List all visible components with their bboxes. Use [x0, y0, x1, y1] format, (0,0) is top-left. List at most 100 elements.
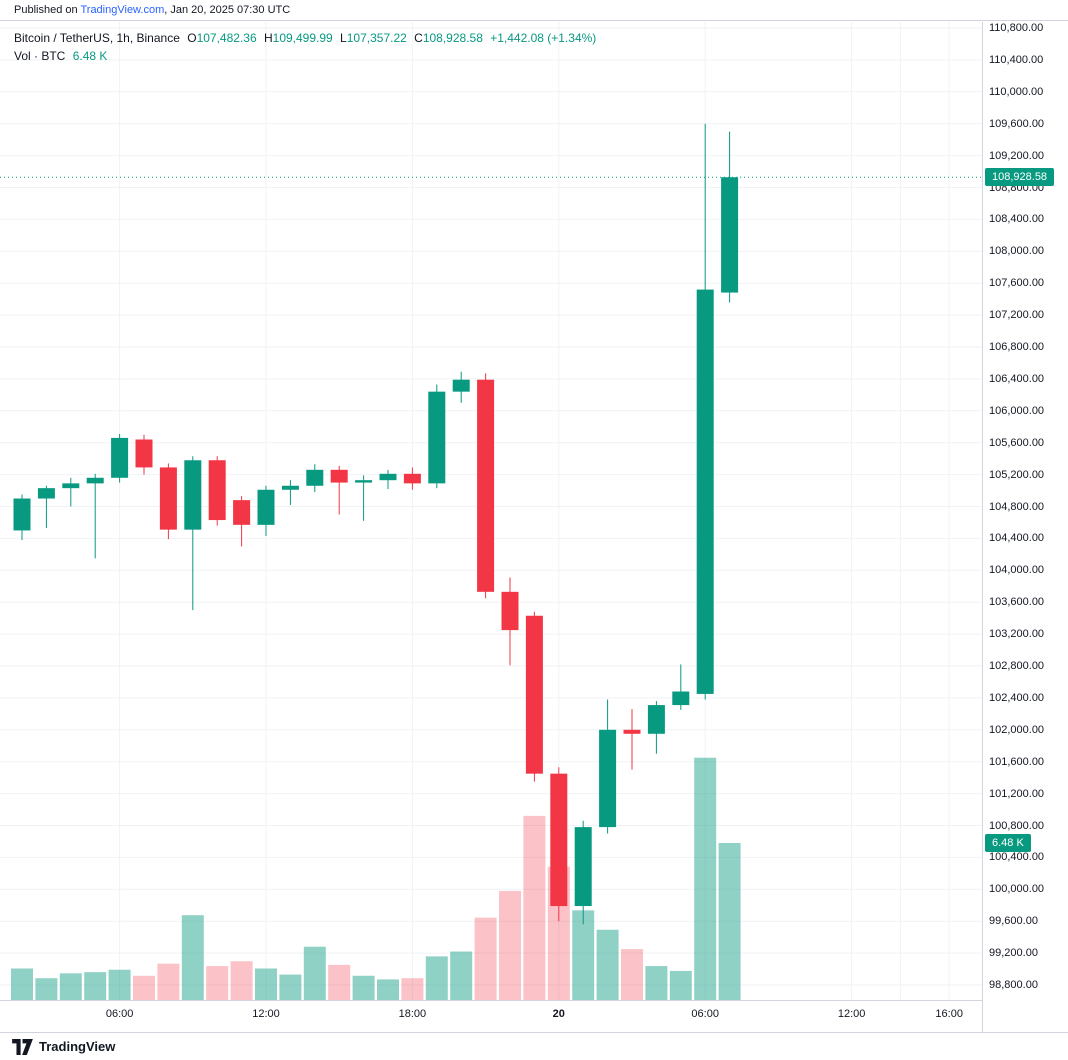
volume-bar [401, 978, 424, 1000]
chart-area: Bitcoin / TetherUS, 1h, Binance O107,482… [0, 22, 982, 1000]
candle-body [62, 483, 80, 489]
volume-bar [303, 946, 326, 1000]
price-axis-label: 110,400.00 [989, 53, 1044, 66]
volume-bar [572, 910, 595, 1000]
ohlc-open: O107,482.36 [187, 31, 257, 45]
candle-body [111, 437, 129, 478]
published-prefix: Published on [14, 4, 81, 16]
time-axis-label: 18:00 [398, 1008, 427, 1020]
candle-body [477, 379, 495, 592]
candle-body [550, 773, 568, 907]
candle-body [574, 827, 592, 907]
ohlc-close: C108,928.58 [414, 31, 483, 45]
price-axis-label: 101,600.00 [989, 755, 1045, 768]
price-axis-label: 102,400.00 [989, 691, 1045, 704]
volume-bar [108, 969, 131, 1000]
tradingview-link[interactable]: TradingView.com [80, 4, 165, 16]
price-axis-label: 100,000.00 [989, 883, 1045, 896]
price-axis-label: 110,800.00 [989, 22, 1044, 34]
volume-bar [645, 966, 668, 1000]
candle-body [428, 391, 446, 484]
time-axis-label: 06:00 [105, 1008, 134, 1020]
candle-body [355, 480, 373, 483]
candle-body [86, 477, 104, 484]
price-axis-label: 108,000.00 [989, 245, 1045, 258]
price-axis-label: 100,800.00 [989, 819, 1045, 832]
price-axis-label: 104,400.00 [989, 532, 1045, 545]
volume-bar [694, 757, 717, 1000]
candle-body [159, 467, 177, 530]
price-axis-label: 104,000.00 [989, 564, 1045, 577]
price-axis-label: 103,600.00 [989, 596, 1045, 609]
price-axis-label: 102,000.00 [989, 723, 1045, 736]
candle-body [696, 289, 714, 694]
volume-bar [596, 929, 619, 1000]
volume-bar [352, 975, 375, 1000]
price-axis-label: 106,000.00 [989, 404, 1045, 417]
candle-body [525, 615, 543, 774]
volume-label: Vol · BTC [14, 49, 66, 63]
volume-bar [181, 915, 204, 1000]
volume-bar [157, 963, 180, 1000]
candle-body [306, 469, 324, 486]
price-axis-label: 104,800.00 [989, 500, 1045, 513]
brand-name: TradingView [39, 1039, 116, 1054]
price-axis-label: 106,400.00 [989, 372, 1045, 385]
candle-body [647, 705, 665, 734]
time-axis-label: 12:00 [252, 1008, 280, 1020]
price-axis-label: 110,000.00 [989, 85, 1044, 98]
price-axis[interactable]: 108,928.58 6.48 K 98,800.00 99,200.00 99,6… [982, 22, 1068, 1032]
ohlc-high: H109,499.99 [263, 31, 333, 45]
symbol-description[interactable]: Bitcoin / TetherUS, 1h, Binance [14, 31, 180, 45]
candle-body [501, 591, 519, 631]
candle-body [208, 460, 226, 521]
time-axis[interactable]: 06:00 12:00 18:00 20 06:00 12:00 16:00 [0, 1000, 982, 1032]
price-axis-label: 108,400.00 [989, 213, 1045, 226]
candle-body [403, 473, 421, 484]
volume-bar [425, 956, 448, 1000]
published-bar: Published on TradingView.com, Jan 20, 20… [0, 0, 1068, 21]
candle-body [281, 485, 299, 490]
chart-legend: Bitcoin / TetherUS, 1h, Binance O107,482… [14, 30, 600, 64]
volume-bar [499, 890, 521, 1000]
ohlc-low: L107,357.22 [340, 31, 407, 45]
published-suffix: , Jan 20, 2025 07:30 UTC [164, 4, 291, 16]
volume-bar [230, 961, 253, 1000]
candle-body [37, 488, 55, 499]
price-axis-label: 109,200.00 [989, 149, 1045, 162]
candle-body [672, 691, 690, 706]
candle-body [599, 729, 617, 828]
volume-bar [328, 964, 351, 1000]
legend-volume-row: Vol · BTC 6.48 K [14, 48, 600, 64]
price-axis-label: 100,400.00 [989, 851, 1045, 864]
legend-ohlc-row: Bitcoin / TetherUS, 1h, Binance O107,482… [14, 30, 600, 46]
price-axis-label: 105,600.00 [989, 436, 1045, 449]
price-axis-label: 98,800.00 [989, 979, 1038, 991]
volume-badge: 6.48 K [985, 834, 1031, 852]
price-axis-label: 109,600.00 [989, 117, 1045, 130]
volume-bar [377, 979, 399, 1000]
change-value: +1,442.08 (+1.34%) [490, 31, 597, 45]
tradingview-logo-icon[interactable] [12, 1038, 33, 1055]
time-axis-label: 12:00 [837, 1008, 866, 1020]
price-axis-label: 99,200.00 [989, 947, 1038, 960]
volume-bar [450, 951, 473, 1000]
candlestick-chart[interactable] [0, 22, 982, 1000]
candle-body [184, 460, 202, 530]
candle-body [452, 379, 470, 392]
volume-bar [279, 974, 302, 1000]
price-axis-label: 107,600.00 [989, 277, 1045, 290]
volume-bar [523, 815, 546, 1000]
volume-bar [718, 843, 741, 1000]
time-axis-label: 16:00 [935, 1008, 963, 1020]
volume-bar [255, 968, 277, 1000]
candle-body [257, 489, 275, 525]
candle-body [330, 469, 348, 483]
volume-bar [474, 917, 497, 1000]
candle-body [379, 473, 397, 481]
volume-bar [206, 966, 229, 1000]
candle-body [721, 177, 739, 293]
price-axis-label: 107,200.00 [989, 309, 1045, 322]
price-axis-label: 99,600.00 [989, 915, 1038, 928]
